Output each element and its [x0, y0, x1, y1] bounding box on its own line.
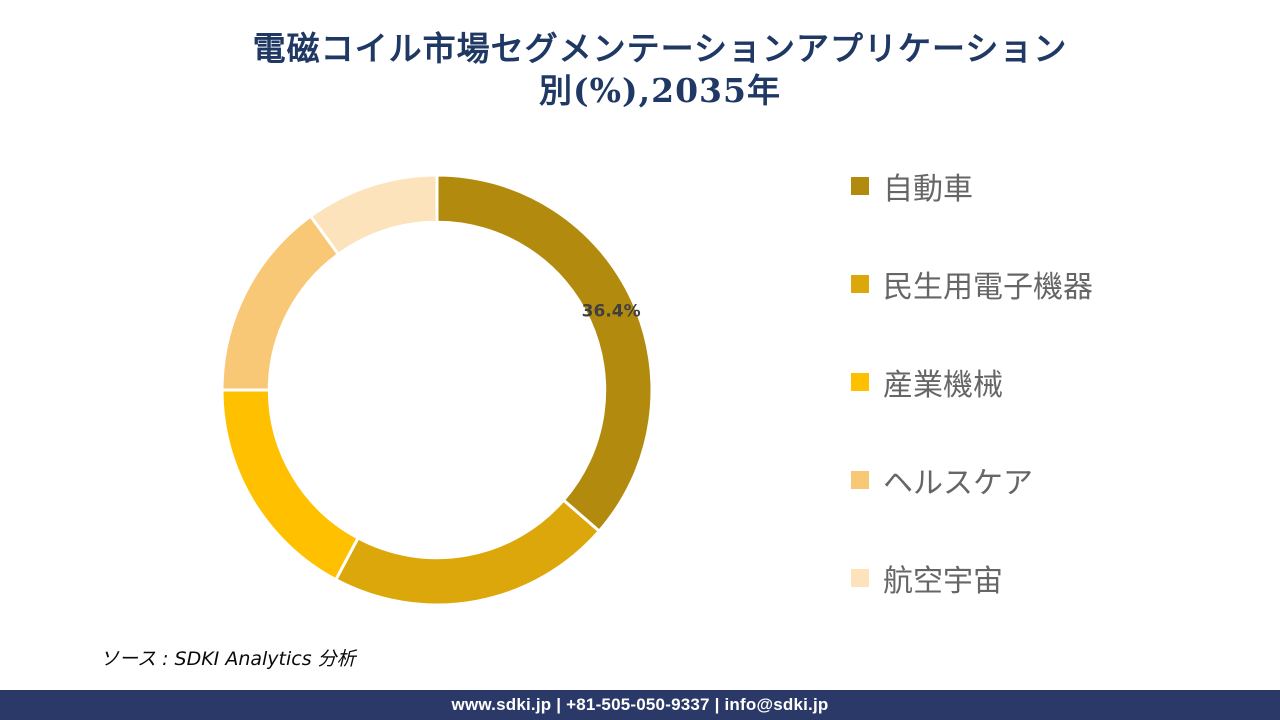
- legend-item-consumer-electronics: 民生用電子機器: [851, 235, 1093, 333]
- donut-chart: 36.4%: [217, 170, 657, 610]
- chart-title-line2: 別(%),2035年: [539, 71, 781, 110]
- donut-segment-3: [220, 214, 340, 392]
- footer-contact-text: www.sdki.jp | +81-505-050-9337 | info@sd…: [451, 695, 829, 714]
- footer-bar: www.sdki.jp | +81-505-050-9337 | info@sd…: [0, 690, 1280, 720]
- legend-swatch-icon: [851, 275, 869, 293]
- legend-item-aerospace: 航空宇宙: [851, 529, 1093, 627]
- donut-ring: 36.4%: [220, 173, 654, 607]
- legend-label: 産業機械: [883, 368, 1003, 403]
- legend-item-industrial-machinery: 産業機械: [851, 333, 1093, 431]
- chart-legend: 自動車 民生用電子機器 産業機械 ヘルスケア 航空宇宙: [851, 137, 1093, 627]
- legend-swatch-icon: [851, 569, 869, 587]
- legend-item-automotive: 自動車: [851, 137, 1093, 235]
- legend-label: 航空宇宙: [883, 564, 1003, 599]
- donut-segment-1: [334, 498, 601, 607]
- legend-label: 自動車: [883, 172, 973, 207]
- chart-title: 電磁コイル市場セグメンテーションアプリケーション 別(%),2035年: [40, 28, 1280, 112]
- chart-title-line1: 電磁コイル市場セグメンテーションアプリケーション: [252, 29, 1068, 68]
- legend-item-healthcare: ヘルスケア: [851, 431, 1093, 529]
- donut-segment-2: [220, 388, 360, 582]
- legend-label: 民生用電子機器: [883, 270, 1093, 305]
- source-note: ソース : SDKI Analytics 分析: [100, 648, 356, 670]
- slice-data-label: 36.4%: [582, 302, 641, 322]
- donut-segment-0: [435, 173, 654, 533]
- donut-segment-4: [309, 173, 439, 256]
- legend-swatch-icon: [851, 177, 869, 195]
- legend-swatch-icon: [851, 373, 869, 391]
- legend-swatch-icon: [851, 471, 869, 489]
- legend-label: ヘルスケア: [883, 466, 1033, 501]
